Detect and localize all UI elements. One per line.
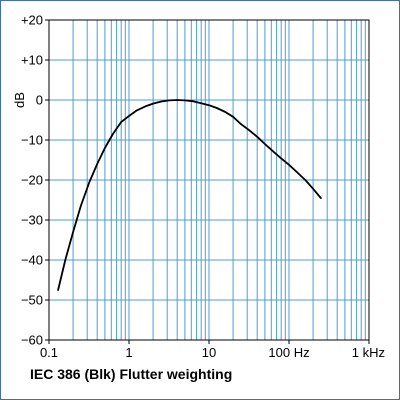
y-tick-label: −30 [21,213,43,228]
y-tick-label: 0 [36,93,43,108]
y-tick-label: −50 [21,293,43,308]
y-tick-label: +20 [21,13,43,28]
y-tick-label: +10 [21,53,43,68]
weighting-curve [57,99,322,291]
y-tick-label: −60 [21,333,43,348]
y-tick-label: −10 [21,133,43,148]
y-axis-label: dB [12,92,27,108]
plot-area-border [48,19,370,341]
x-tick-label: 1 kHz [352,345,385,360]
y-tick-label: −40 [21,253,43,268]
y-tick-label: −20 [21,173,43,188]
x-tick-label: 1 [125,345,132,360]
x-tick-label: 10 [202,345,216,360]
chart-caption: IEC 386 (Blk) Flutter weighting [30,366,233,382]
x-tick-label: 100 Hz [268,345,309,360]
x-tick-label: 0.1 [40,345,58,360]
